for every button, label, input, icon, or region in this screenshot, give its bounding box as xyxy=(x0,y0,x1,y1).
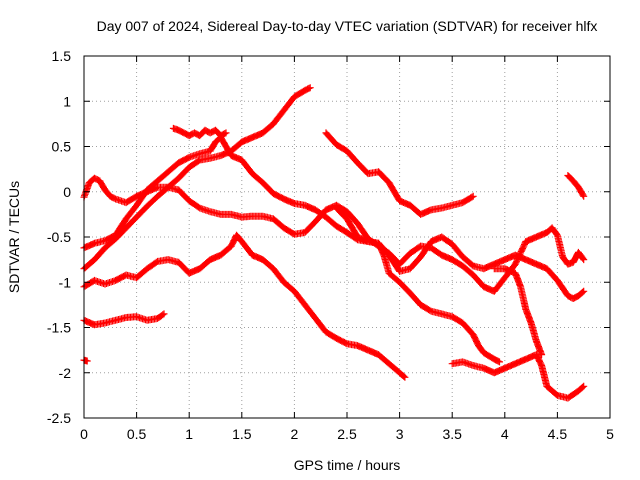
series-track-9 xyxy=(333,204,503,366)
y-tick-label: -0.5 xyxy=(47,229,71,245)
x-axis-label: GPS time / hours xyxy=(294,457,401,473)
series-track-11 xyxy=(490,265,546,359)
x-tick-label: 4 xyxy=(501,426,509,442)
series-track-12 xyxy=(564,172,588,200)
x-tick-label: 0.5 xyxy=(127,426,147,442)
y-tick-label: 0 xyxy=(63,184,71,200)
y-tick-label: -2.5 xyxy=(47,410,71,426)
chart-title: Day 007 of 2024, Sidereal Day-to-day VTE… xyxy=(97,18,598,34)
y-axis-label: SDTVAR / TECUs xyxy=(6,181,22,293)
y-tick-label: 0.5 xyxy=(52,139,72,155)
series-track-7 xyxy=(169,124,230,140)
axis-ticks: 0 0.5 1 1.5 2 2.5 3 3.5 4 4.5 5 -2.5 -2 -1.5 -1 -0.5 0 0.… xyxy=(47,48,614,442)
x-tick-label: 3 xyxy=(396,426,404,442)
x-tick-label: 5 xyxy=(606,426,614,442)
y-tick-label: -1.5 xyxy=(47,320,71,336)
y-tick-label: 1.5 xyxy=(52,48,72,64)
data-series xyxy=(80,84,588,402)
series-track-10 xyxy=(448,351,588,402)
x-tick-label: 4.5 xyxy=(548,426,568,442)
series-track-8 xyxy=(322,129,477,218)
x-tick-label: 1 xyxy=(185,426,193,442)
y-tick-label: -2 xyxy=(59,365,72,381)
x-tick-label: 0 xyxy=(80,426,88,442)
y-tick-label: 1 xyxy=(63,93,71,109)
x-tick-label: 2.5 xyxy=(337,426,357,442)
x-tick-label: 1.5 xyxy=(232,426,252,442)
x-tick-label: 3.5 xyxy=(442,426,462,442)
y-tick-label: -1 xyxy=(59,274,72,290)
x-tick-label: 2 xyxy=(291,426,299,442)
